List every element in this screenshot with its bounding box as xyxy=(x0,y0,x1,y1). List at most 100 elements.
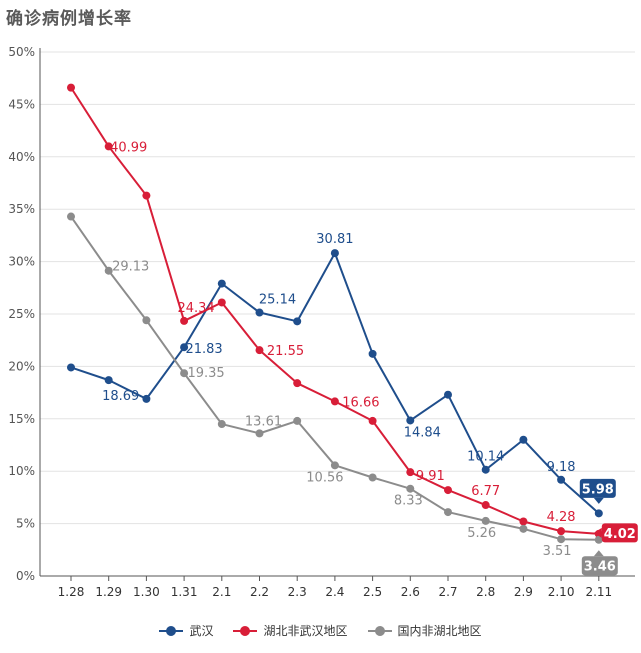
legend-swatch xyxy=(367,625,392,636)
data-point xyxy=(519,524,528,533)
data-point xyxy=(594,509,603,518)
badge-pointer xyxy=(593,527,602,538)
legend-item: 武汉 xyxy=(159,622,213,639)
y-tick-label: 45% xyxy=(8,97,35,111)
data-label: 16.66 xyxy=(342,395,379,410)
badge-label: 4.02 xyxy=(604,527,636,542)
x-tick-label: 1.30 xyxy=(133,585,160,599)
data-point xyxy=(293,379,302,388)
data-point xyxy=(330,397,339,406)
legend: 武汉 湖北非武汉地区 国内非湖北地区 xyxy=(0,622,641,639)
series-line-2 xyxy=(70,215,599,541)
x-tick-label: 2.4 xyxy=(325,585,344,599)
y-tick-label: 5% xyxy=(16,517,35,531)
x-tick-label: 2.7 xyxy=(438,585,457,599)
legend-item: 国内非湖北地区 xyxy=(367,622,482,639)
data-label: 24.34 xyxy=(177,301,214,316)
data-point xyxy=(104,142,113,151)
data-point xyxy=(481,501,490,510)
data-point xyxy=(444,508,452,517)
data-point xyxy=(67,363,75,372)
y-tick-label: 15% xyxy=(8,412,35,426)
badge-pointer xyxy=(593,497,604,504)
end-value-badge: 3.46 xyxy=(581,550,618,576)
data-label: 3.51 xyxy=(543,544,572,559)
x-tick-label: 2.11 xyxy=(585,585,612,599)
gridlines xyxy=(40,51,635,525)
data-point xyxy=(255,308,264,317)
data-label: 10.56 xyxy=(306,470,343,485)
legend-swatch xyxy=(159,625,184,636)
data-point xyxy=(481,465,490,474)
badge-box xyxy=(601,523,638,543)
data-point xyxy=(255,429,264,438)
data-point xyxy=(368,416,377,425)
y-tick-label: 35% xyxy=(8,202,35,216)
data-point xyxy=(67,83,75,92)
data-point xyxy=(142,191,151,200)
y-tick-label: 50% xyxy=(8,45,35,59)
data-point xyxy=(104,376,113,385)
data-point xyxy=(444,486,452,495)
y-tick-label: 25% xyxy=(8,307,35,321)
data-label: 25.14 xyxy=(259,293,296,308)
data-point xyxy=(406,468,415,477)
data-point xyxy=(557,527,566,536)
x-tick-label: 2.6 xyxy=(401,585,420,599)
y-tick-label: 20% xyxy=(8,359,35,373)
legend-label: 湖北非武汉地区 xyxy=(263,624,348,638)
x-tick-label: 1.31 xyxy=(171,585,198,599)
data-point xyxy=(180,316,189,325)
x-tick-label: 2.3 xyxy=(288,585,307,599)
chart-title: 确诊病例增长率 xyxy=(6,9,132,29)
data-labels: 18.69 21.83 25.14 30.81 14.84 10.14 9.18 5.98 40… xyxy=(102,140,638,576)
data-label: 13.61 xyxy=(245,414,282,429)
x-tick-label: 2.9 xyxy=(514,585,533,599)
data-label: 8.33 xyxy=(394,494,423,509)
data-point xyxy=(293,416,302,425)
data-point xyxy=(406,484,415,493)
data-point xyxy=(180,369,189,378)
data-point xyxy=(557,475,566,484)
data-label: 9.91 xyxy=(416,469,445,484)
y-tick-label: 10% xyxy=(8,464,35,478)
data-point xyxy=(330,461,339,470)
data-label: 10.14 xyxy=(467,450,504,465)
data-point xyxy=(519,517,528,526)
badge-label: 3.46 xyxy=(584,560,616,575)
data-point xyxy=(368,349,377,358)
data-point xyxy=(481,516,490,525)
data-point xyxy=(293,317,302,326)
data-label: 18.69 xyxy=(102,389,139,404)
data-point xyxy=(519,435,528,444)
legend-item: 湖北非武汉地区 xyxy=(233,622,348,639)
x-tick-label: 1.28 xyxy=(58,585,85,599)
data-point xyxy=(217,420,226,429)
data-label: 5.26 xyxy=(467,526,496,541)
y-tick-label: 0% xyxy=(16,569,35,583)
data-label: 6.77 xyxy=(471,484,500,499)
legend-swatch xyxy=(233,625,258,636)
data-label: 19.35 xyxy=(187,366,224,381)
data-label: 29.13 xyxy=(112,260,149,275)
badge-pointer xyxy=(593,550,604,557)
data-point xyxy=(330,249,339,258)
y-tick-label: 30% xyxy=(8,255,35,269)
data-label: 4.28 xyxy=(547,510,576,525)
data-point xyxy=(104,266,113,275)
data-point xyxy=(444,390,452,399)
end-value-badge: 4.02 xyxy=(593,523,638,543)
badge-label: 5.98 xyxy=(582,482,614,497)
data-point xyxy=(142,316,151,325)
data-point xyxy=(142,394,151,403)
data-label: 9.18 xyxy=(547,460,576,475)
x-tick-label: 2.10 xyxy=(548,585,575,599)
data-label: 40.99 xyxy=(110,140,147,155)
axes: 0% 5% 10% 15% 20% 25% 30% 35% 40% 45% 50% 1.28 1.29 1… xyxy=(8,45,635,599)
x-tick-label: 2.5 xyxy=(363,585,382,599)
data-point xyxy=(255,346,264,355)
y-tick-label: 40% xyxy=(8,150,35,164)
data-point xyxy=(217,298,226,307)
x-tick-label: 1.29 xyxy=(95,585,122,599)
